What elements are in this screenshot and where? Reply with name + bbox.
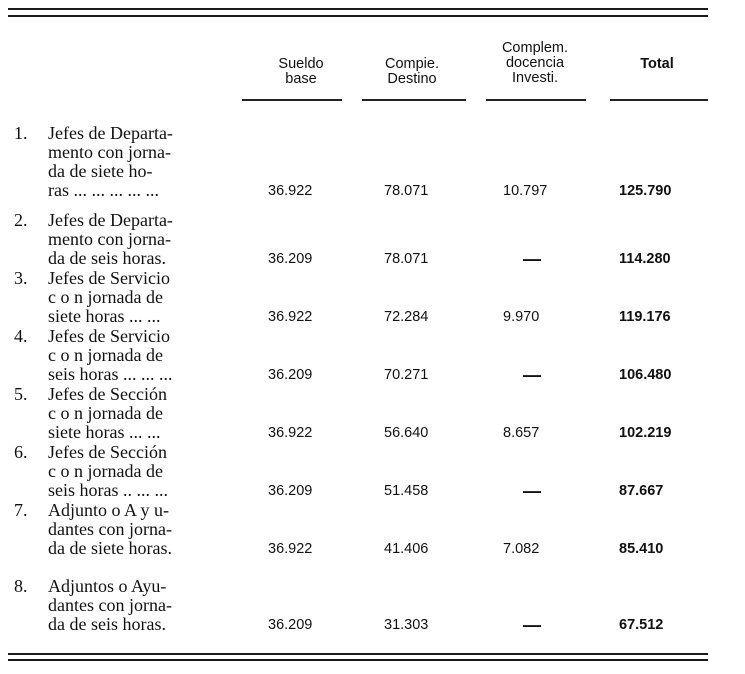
cell-sueldo-base: 36.922 — [268, 183, 313, 199]
cell-sueldo-base: 36.209 — [268, 367, 313, 383]
row-description-line: da de seis horas. — [48, 248, 166, 268]
cell-sueldo-base: 36.209 — [268, 251, 313, 267]
cell-complemento-destino: 31.303 — [384, 617, 429, 633]
row-number: 1. — [14, 123, 28, 143]
cell-complemento-destino: 78.071 — [384, 183, 429, 199]
row-description-line: mento con jorna- — [48, 229, 171, 249]
row-description-line: siete horas ... ... — [48, 422, 161, 442]
row-description-line: Adjuntos o Ayu- — [48, 576, 167, 596]
header-underline — [610, 99, 708, 101]
row-number: 6. — [14, 442, 28, 462]
header-complemento-docencia: Complem. docencia Investi. — [501, 40, 569, 86]
header-sueldo-base: Sueldo base — [278, 56, 324, 87]
row-description-line: c o n jornada de — [48, 345, 163, 365]
header-total: Total — [640, 56, 674, 72]
row-description-line: Jefes de Servicio — [48, 326, 170, 346]
header-underline — [242, 99, 342, 101]
bottom-rule — [8, 653, 708, 655]
row-description-line: dantes con jorna- — [48, 519, 172, 539]
cell-sueldo-base: 36.922 — [268, 425, 313, 441]
cell-complemento-docencia: 8.657 — [503, 425, 540, 441]
top-rule — [8, 8, 708, 10]
cell-total: 125.790 — [619, 183, 672, 199]
cell-complemento-docencia: — — [523, 481, 541, 501]
row-description-line: Jefes de Sección — [48, 384, 167, 404]
cell-complemento-docencia: 7.082 — [503, 541, 540, 557]
row-description-line: seis horas ... ... ... — [48, 364, 173, 384]
header-underline — [362, 99, 466, 101]
row-description-line: c o n jornada de — [48, 287, 163, 307]
row-description-line: Adjunto o A y u- — [48, 500, 170, 520]
top-rule — [8, 15, 708, 17]
cell-total: 87.667 — [619, 483, 664, 499]
header-underline — [486, 99, 586, 101]
row-description-line: Jefes de Sección — [48, 442, 167, 462]
row-description-line: da de siete horas. — [48, 538, 172, 558]
row-number: 2. — [14, 210, 28, 230]
cell-total: 85.410 — [619, 541, 664, 557]
cell-complemento-destino: 78.071 — [384, 251, 429, 267]
cell-sueldo-base: 36.209 — [268, 617, 313, 633]
row-number: 7. — [14, 500, 28, 520]
row-number: 3. — [14, 268, 28, 288]
row-description-line: Jefes de Departa- — [48, 123, 173, 143]
cell-complemento-destino: 41.406 — [384, 541, 429, 557]
cell-total: 67.512 — [619, 617, 664, 633]
cell-complemento-docencia: 10.797 — [503, 183, 548, 199]
cell-complemento-docencia: — — [523, 365, 541, 385]
cell-complemento-docencia: — — [523, 615, 541, 635]
cell-complemento-destino: 51.458 — [384, 483, 429, 499]
row-description-line: ras ... ... ... ... ... — [48, 180, 159, 200]
cell-total: 119.176 — [619, 309, 671, 325]
cell-sueldo-base: 36.922 — [268, 541, 313, 557]
cell-total: 114.280 — [619, 251, 671, 267]
cell-complemento-destino: 72.284 — [384, 309, 429, 325]
row-number: 8. — [14, 576, 28, 596]
row-description-line: dantes con jorna- — [48, 595, 172, 615]
row-description-line: siete horas ... ... — [48, 306, 161, 326]
header-complemento-destino: Compie. Destino — [385, 56, 439, 87]
row-description-line: mento con jorna- — [48, 142, 171, 162]
row-description-line: c o n jornada de — [48, 403, 163, 423]
cell-complemento-docencia: 9.970 — [503, 309, 540, 325]
cell-complemento-docencia: — — [523, 249, 541, 269]
row-description-line: c o n jornada de — [48, 461, 163, 481]
cell-complemento-destino: 56.640 — [384, 425, 429, 441]
cell-sueldo-base: 36.922 — [268, 309, 313, 325]
cell-sueldo-base: 36.209 — [268, 483, 313, 499]
row-number: 5. — [14, 384, 28, 404]
row-description-line: Jefes de Servicio — [48, 268, 170, 288]
bottom-rule — [8, 659, 708, 661]
cell-total: 102.219 — [619, 425, 672, 441]
row-description-line: Jefes de Departa- — [48, 210, 173, 230]
row-description-line: seis horas .. ... ... — [48, 480, 168, 500]
cell-complemento-destino: 70.271 — [384, 367, 429, 383]
row-description-line: da de siete ho- — [48, 161, 153, 181]
row-description-line: da de seis horas. — [48, 614, 166, 634]
row-number: 4. — [14, 326, 28, 346]
cell-total: 106.480 — [619, 367, 672, 383]
